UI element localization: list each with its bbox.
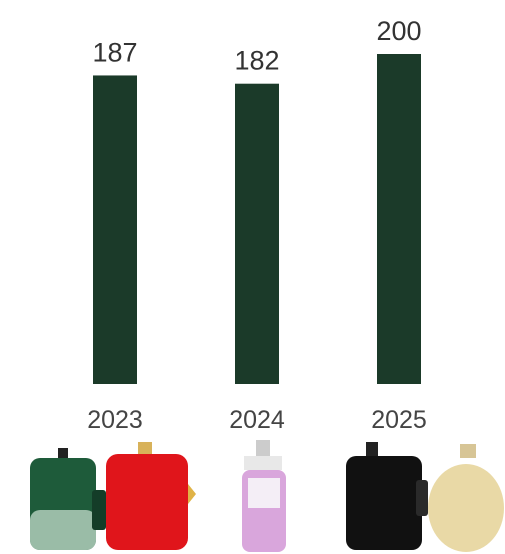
bottle-cap bbox=[256, 440, 270, 456]
bottle-cap bbox=[366, 442, 378, 456]
tag bbox=[416, 480, 428, 516]
product-images bbox=[30, 440, 504, 552]
x-tick-label: 2024 bbox=[229, 406, 285, 434]
bar bbox=[93, 75, 137, 384]
data-label: 187 bbox=[92, 37, 137, 67]
bottle-cap bbox=[138, 442, 152, 456]
data-label: 200 bbox=[376, 16, 421, 46]
bar bbox=[377, 54, 421, 384]
bar bbox=[235, 83, 279, 384]
bottle bbox=[346, 456, 422, 550]
bottle bbox=[428, 464, 504, 552]
bottle-fade bbox=[30, 510, 96, 550]
bottle-neck bbox=[244, 456, 282, 470]
label bbox=[248, 478, 280, 508]
bottle bbox=[106, 454, 188, 550]
bottle-cap bbox=[58, 448, 68, 460]
data-label: 182 bbox=[234, 46, 279, 76]
heart-charm bbox=[188, 484, 196, 504]
bottle-cap bbox=[460, 444, 476, 458]
tag bbox=[92, 490, 106, 530]
x-tick-label: 2025 bbox=[371, 406, 427, 434]
x-tick-label: 2023 bbox=[87, 406, 143, 434]
